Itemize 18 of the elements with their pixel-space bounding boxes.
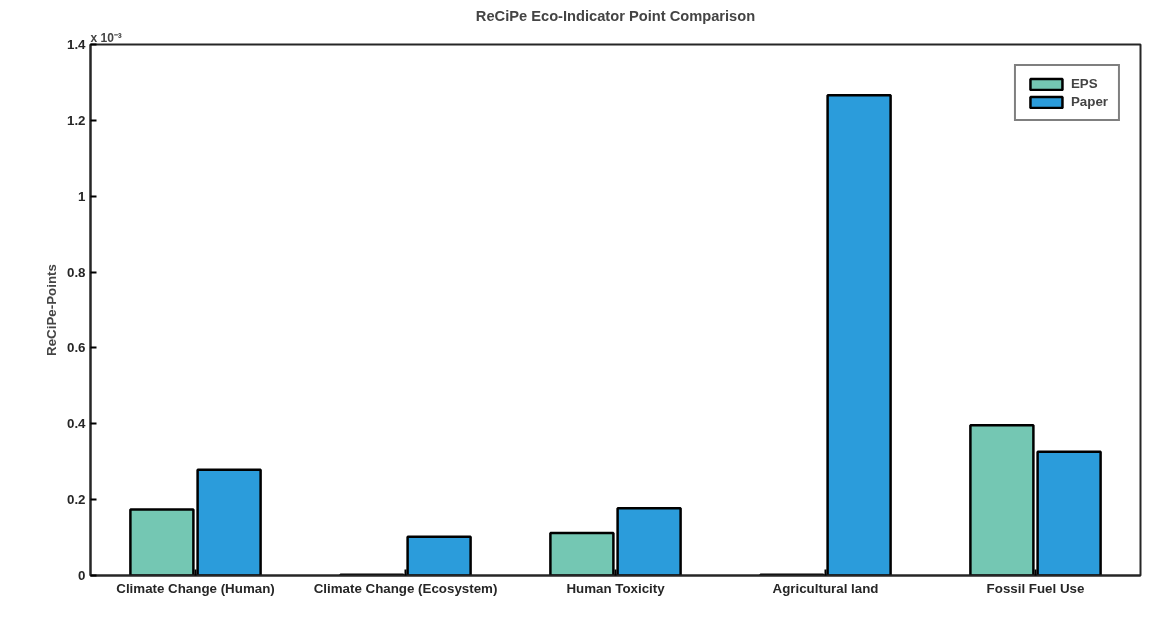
x-tick-label: Climate Change (Human)	[116, 580, 275, 596]
y-tick-label: 0.2	[66, 492, 86, 508]
legend-label: EPS	[1070, 76, 1098, 91]
chart-title: ReCiPe Eco-Indicator Point Comparison	[475, 7, 756, 24]
x-tick-label: Agricultural land	[772, 580, 879, 596]
x-tick-label: Human Toxicity	[566, 580, 666, 596]
y-tick-label: 1.2	[66, 112, 86, 128]
x-tick-label: Climate Change (Ecosystem)	[313, 580, 498, 596]
x-tick-label: Fossil Fuel Use	[986, 580, 1085, 596]
text: x 10⁻³	[90, 30, 122, 45]
y-tick-label: 1	[78, 188, 87, 204]
y-tick-label: 0	[78, 568, 86, 583]
y-tick-label: 0.4	[66, 416, 87, 432]
y-axis-title: ReCiPe-Points	[43, 264, 59, 356]
legend-label: Paper	[1070, 94, 1108, 109]
y-tick-label: 0.8	[66, 264, 86, 280]
y-tick-label: 1.4	[66, 37, 87, 52]
y-tick-label: 0.6	[66, 340, 86, 356]
